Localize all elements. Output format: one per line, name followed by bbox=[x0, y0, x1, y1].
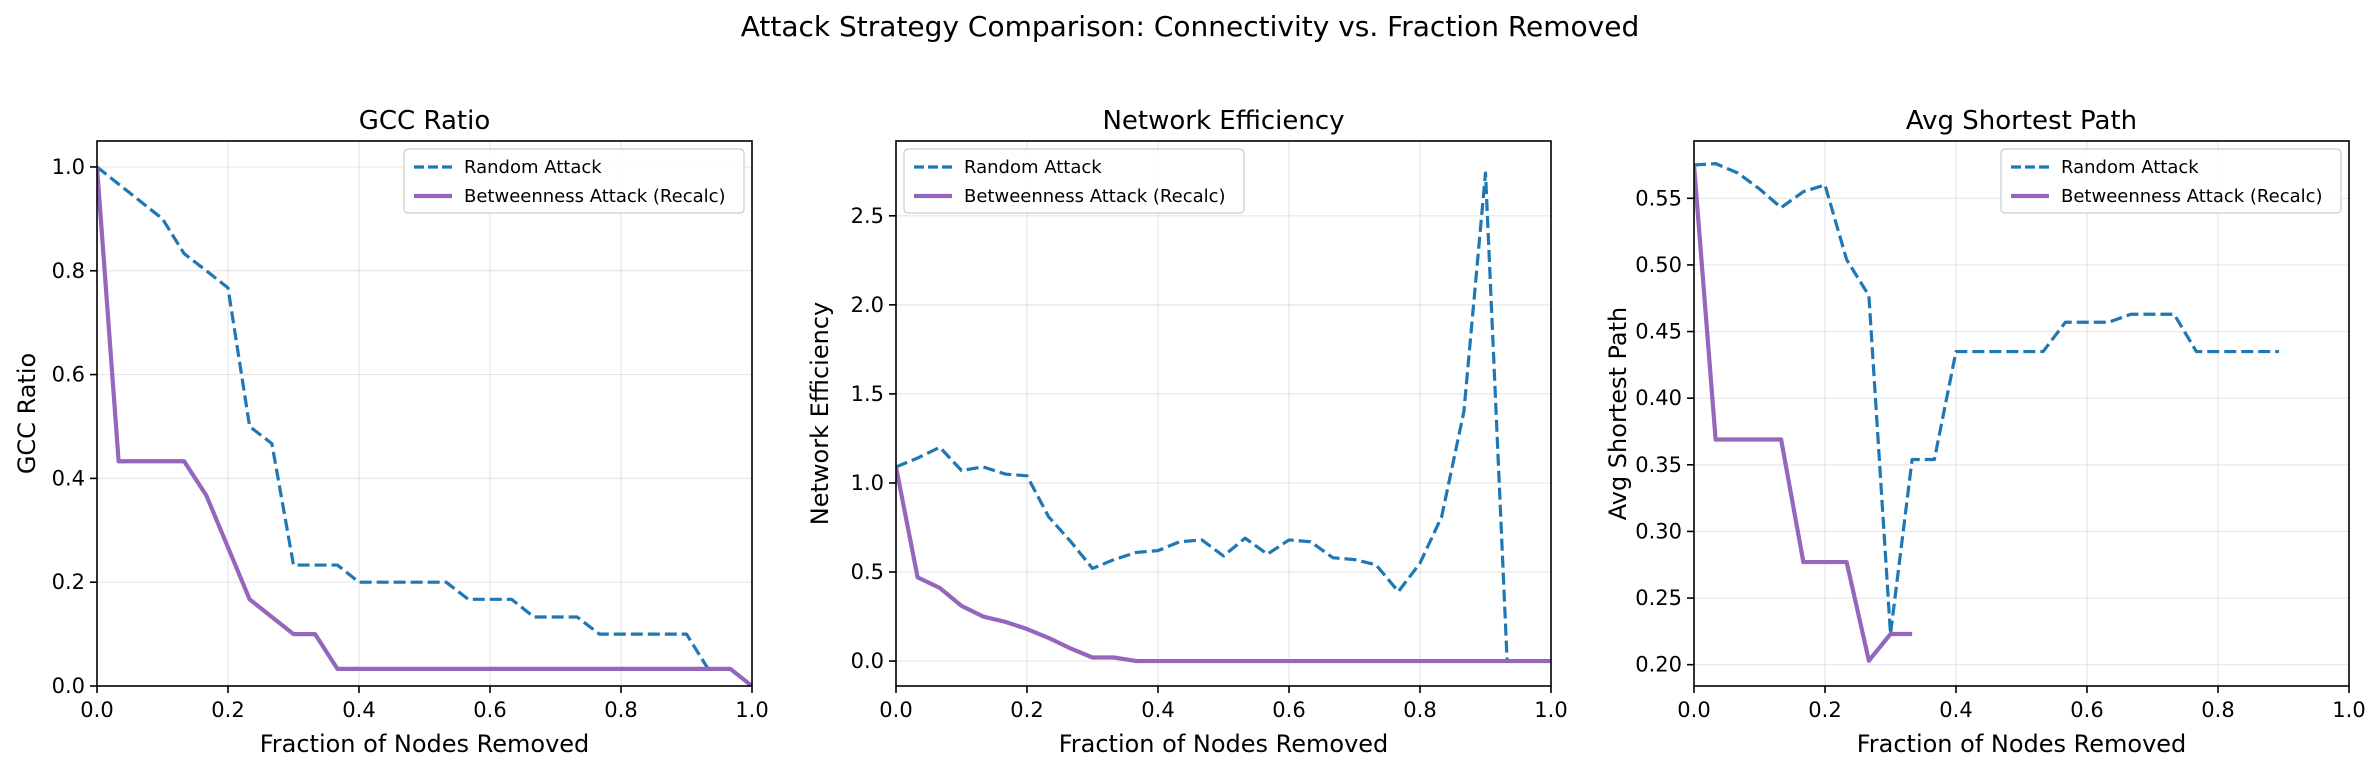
y-axis-label: Avg Shortest Path bbox=[1604, 307, 1632, 521]
subplot-2: 0.0 0.2 0.4 0.6 0.8 1.0 0.0 0.5 1.0 1.5 2.0 2.5 Netw… bbox=[806, 106, 1568, 758]
figure-suptitle: Attack Strategy Comparison: Connectivity… bbox=[741, 10, 1640, 43]
series-line-betweenness-attack bbox=[1694, 164, 1913, 663]
x-tick-label: 0.8 bbox=[2201, 698, 2234, 722]
legend-label-random-attack: Random Attack bbox=[964, 157, 1102, 178]
x-tick-label: 0.8 bbox=[1403, 698, 1436, 722]
legend: Random Attack Betweenness Attack (Recalc) bbox=[2000, 148, 2342, 214]
x-tick-label: 0.0 bbox=[80, 698, 113, 722]
x-tick-label: 1.0 bbox=[735, 698, 768, 722]
series-line-random-attack bbox=[896, 171, 1551, 663]
y-tick-label: 0.45 bbox=[1635, 320, 1682, 344]
y-tick-label: 1.0 bbox=[851, 471, 884, 495]
y-tick-label: 0.30 bbox=[1635, 519, 1682, 543]
y-tick-label: 0.0 bbox=[851, 649, 884, 673]
subplots: 0.0 0.2 0.4 0.6 0.8 1.0 0.0 0.2 0.4 0.6 0.8 1.0 GCC … bbox=[13, 106, 2366, 758]
grid bbox=[895, 141, 1552, 686]
x-tick-label: 0.6 bbox=[2070, 698, 2103, 722]
x-axis-label: Fraction of Nodes Removed bbox=[260, 730, 590, 758]
subplot-1: 0.0 0.2 0.4 0.6 0.8 1.0 0.0 0.2 0.4 0.6 0.8 1.0 GCC … bbox=[13, 106, 769, 758]
y-tick-label: 0.2 bbox=[52, 570, 85, 594]
y-tick-label: 0.0 bbox=[52, 674, 85, 698]
y-tick-label: 2.0 bbox=[851, 293, 884, 317]
axes-frame bbox=[1693, 140, 2350, 687]
y-tick-label: 2.5 bbox=[851, 204, 884, 228]
legend-label-betweenness-attack: Betweenness Attack (Recalc) bbox=[2061, 186, 2323, 207]
x-axis-label: Fraction of Nodes Removed bbox=[1059, 730, 1389, 758]
series-line-betweenness-attack bbox=[896, 466, 1551, 664]
x-axis-label: Fraction of Nodes Removed bbox=[1857, 730, 2187, 758]
y-tick-label: 0.55 bbox=[1635, 186, 1682, 210]
x-tick-label: 0.8 bbox=[604, 698, 637, 722]
legend-frame bbox=[2000, 148, 2342, 214]
x-tick-label: 0.0 bbox=[1677, 698, 1710, 722]
y-tick-label: 0.25 bbox=[1635, 586, 1682, 610]
series-line-random-attack bbox=[97, 165, 752, 686]
legend-label-betweenness-attack: Betweenness Attack (Recalc) bbox=[964, 186, 1226, 207]
axes-frame bbox=[895, 140, 1552, 687]
x-tick-label: 0.6 bbox=[473, 698, 506, 722]
legend: Random Attack Betweenness Attack (Recalc) bbox=[903, 148, 1245, 214]
y-tick-label: 1.5 bbox=[851, 382, 884, 406]
legend-label-random-attack: Random Attack bbox=[464, 157, 602, 178]
legend: Random Attack Betweenness Attack (Recalc) bbox=[403, 148, 745, 214]
x-tick-label: 1.0 bbox=[1534, 698, 1567, 722]
x-tick-label: 0.0 bbox=[879, 698, 912, 722]
x-tick-label: 1.0 bbox=[2332, 698, 2365, 722]
subplot-title: Network Efficiency bbox=[1102, 106, 1344, 136]
subplot-3: 0.0 0.2 0.4 0.6 0.8 1.0 0.20 0.25 0.30 0.35 0.40 0.… bbox=[1604, 106, 2366, 758]
x-tick-label: 0.2 bbox=[1010, 698, 1043, 722]
y-tick-label: 0.35 bbox=[1635, 453, 1682, 477]
legend-frame bbox=[403, 148, 745, 214]
x-tick-label: 0.6 bbox=[1272, 698, 1305, 722]
y-tick-label: 0.50 bbox=[1635, 253, 1682, 277]
x-tick-label: 0.4 bbox=[342, 698, 375, 722]
y-tick-label: 0.40 bbox=[1635, 386, 1682, 410]
subplot-title: GCC Ratio bbox=[359, 106, 490, 136]
y-tick-label: 0.5 bbox=[851, 560, 884, 584]
y-axis-label: GCC Ratio bbox=[13, 353, 41, 474]
series-line-random-attack bbox=[1694, 162, 2279, 636]
series-line-betweenness-attack bbox=[97, 166, 752, 686]
y-axis-label: Network Efficiency bbox=[806, 302, 834, 525]
x-tick-label: 0.2 bbox=[1808, 698, 1841, 722]
legend-frame bbox=[903, 148, 1245, 214]
legend-label-betweenness-attack: Betweenness Attack (Recalc) bbox=[464, 186, 726, 207]
grid bbox=[96, 141, 753, 687]
y-tick-label: 0.6 bbox=[52, 363, 85, 387]
axes-frame bbox=[96, 140, 753, 687]
x-tick-label: 0.4 bbox=[1939, 698, 1972, 722]
x-tick-label: 0.4 bbox=[1141, 698, 1174, 722]
y-tick-label: 0.4 bbox=[52, 466, 85, 490]
legend-label-random-attack: Random Attack bbox=[2061, 157, 2199, 178]
y-tick-label: 0.8 bbox=[52, 259, 85, 283]
y-tick-label: 1.0 bbox=[52, 155, 85, 179]
grid bbox=[1693, 141, 2350, 686]
y-tick-label: 0.20 bbox=[1635, 653, 1682, 677]
x-tick-label: 0.2 bbox=[211, 698, 244, 722]
subplot-title: Avg Shortest Path bbox=[1906, 106, 2137, 136]
